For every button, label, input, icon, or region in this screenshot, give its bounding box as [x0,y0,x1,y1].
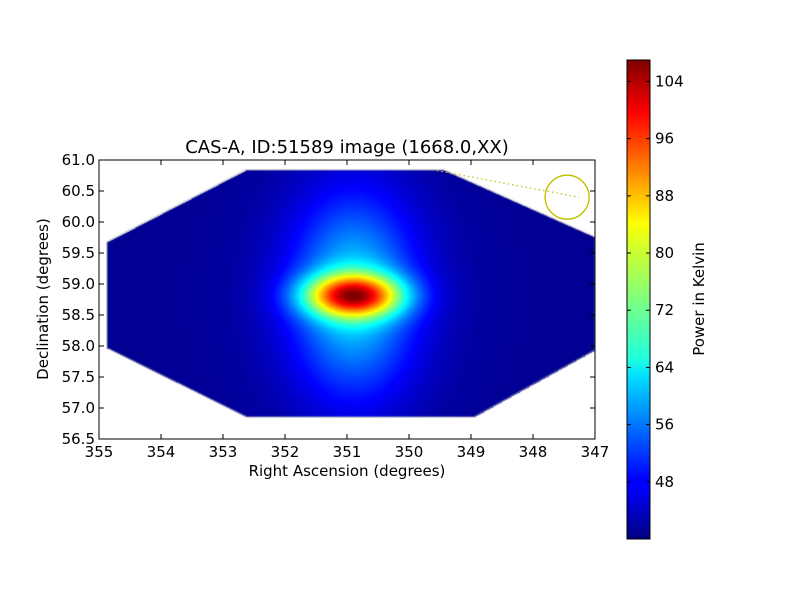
colorbar-tick-label: 48 [655,473,674,491]
beam-marker [544,174,590,220]
x-axis: 355 354 353 352 351 350 349 348 347 [85,160,610,461]
y-tick-label: 56.5 [62,430,95,448]
x-tick-label: 354 [147,443,176,461]
colorbar-tick-label: 80 [655,244,674,262]
chart-title: CAS-A, ID:51589 image (1668.0,XX) [185,137,509,158]
plot-area: 355 354 353 352 351 350 349 348 347 56.5 57.0 57.5… [62,151,610,461]
colorbar-tick-label: 88 [655,187,674,205]
colorbar-label: Power in Kelvin [690,242,708,356]
y-tick-label: 58.5 [62,306,95,324]
y-tick-label: 57.0 [62,399,95,417]
colorbar-tick-label: 64 [655,358,674,376]
colorbar-tick-label: 56 [655,416,674,434]
y-tick-label: 59.0 [62,275,95,293]
colorbar-tick-label: 72 [655,301,674,319]
x-tick-label: 355 [85,443,114,461]
heatmap-image [99,160,595,439]
y-axis-label: Declination (degrees) [34,218,52,380]
x-tick-label: 352 [271,443,300,461]
colorbar-tick-label: 96 [655,130,674,148]
x-tick-label: 351 [333,443,362,461]
y-tick-label: 61.0 [62,151,95,169]
x-tick-label: 347 [581,443,610,461]
y-tick-label: 58.0 [62,337,95,355]
y-tick-label: 57.5 [62,368,95,386]
axes-frame [98,159,596,440]
y-tick-label: 59.5 [62,244,95,262]
colorbar-gradient [626,59,651,540]
y-tick-label: 60.0 [62,213,95,231]
y-axis: 56.5 57.0 57.5 58.0 58.5 59.0 59.5 60.0 60.5 61.0 [62,151,595,448]
x-tick-label: 350 [395,443,424,461]
colorbar-tick-label: 104 [655,72,684,90]
y-tick-label: 60.5 [62,182,95,200]
x-axis-label: Right Ascension (degrees) [249,462,446,480]
colorbar-ticks: 48 56 64 72 80 88 96 104 [627,72,684,491]
x-tick-label: 348 [519,443,548,461]
x-tick-label: 349 [457,443,486,461]
x-tick-label: 353 [209,443,238,461]
beam-direction-line [436,169,580,198]
colorbar: 48 56 64 72 80 88 96 104 Power in Kelvin [626,59,708,540]
